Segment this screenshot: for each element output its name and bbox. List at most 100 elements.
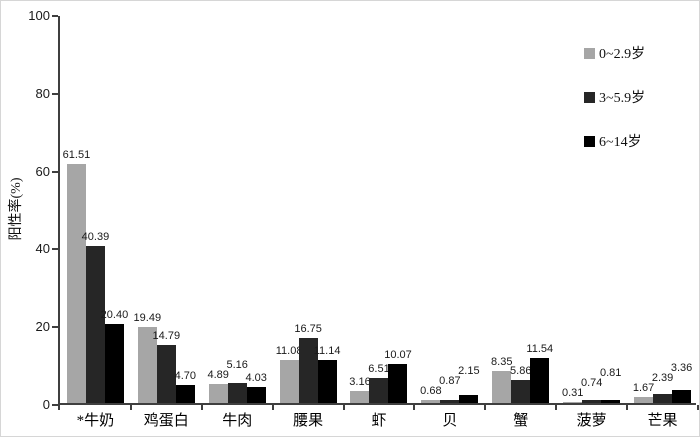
- bar: [511, 380, 531, 403]
- bar: [175, 384, 195, 403]
- legend-item: 6~14岁: [584, 133, 645, 150]
- bar-value-label: 3.36: [670, 361, 693, 374]
- bar: [388, 363, 408, 403]
- legend-item: 3~5.9岁: [584, 89, 646, 106]
- plot-area: 61.51 40.39 20.40 *牛奶 19.49 14.79 4.70 鸡蛋白 4.89 5…: [58, 16, 699, 429]
- bar-value-label: 20.40: [100, 308, 129, 321]
- bar-value-label: 5.16: [226, 358, 248, 371]
- x-tick: [129, 405, 132, 410]
- bar-value-label: 4.89: [207, 368, 229, 381]
- bar-value-label: 11.08: [275, 344, 303, 357]
- bar-value-label: 10.07: [384, 348, 412, 361]
- y-tick-label: 60: [35, 163, 50, 179]
- bar-group: 19.49 14.79 4.70 鸡蛋白: [131, 16, 202, 429]
- x-tick: [58, 405, 60, 410]
- bar: [440, 399, 460, 403]
- category-label: 蟹: [513, 413, 529, 429]
- bar: [672, 389, 692, 403]
- y-tick: [52, 404, 58, 406]
- bar: [530, 358, 550, 403]
- bar: [421, 400, 441, 403]
- bar-value-label: 0.68: [420, 385, 442, 398]
- bar-value-label: 16.75: [294, 322, 322, 335]
- bar-value-label: 6.51: [368, 362, 390, 375]
- bar: [369, 377, 389, 403]
- bar: [85, 245, 105, 403]
- x-tick: [271, 405, 274, 410]
- bar-group: 4.89 5.16 4.03 牛肉: [202, 16, 273, 429]
- y-tick: [52, 15, 58, 17]
- y-tick-label: 20: [35, 319, 50, 335]
- x-tick: [697, 405, 699, 410]
- bar: [634, 396, 654, 403]
- bar: [317, 359, 337, 403]
- bar: [459, 394, 479, 403]
- bar-value-label: 11.54: [526, 343, 554, 356]
- bar: [227, 382, 247, 403]
- legend-label: 6~14岁: [599, 135, 642, 150]
- bar-group: 11.08 16.75 11.14 腰果: [273, 16, 344, 429]
- bar-value-label: 4.70: [174, 369, 197, 382]
- category-label: 鸡蛋白: [143, 413, 189, 429]
- category-label: 芒果: [647, 413, 678, 429]
- y-tick-label: 80: [35, 85, 50, 101]
- bar-value-label: 0.87: [439, 375, 461, 388]
- bar: [582, 400, 602, 403]
- bar-value-label: 2.15: [458, 365, 480, 378]
- y-tick-label: 0: [42, 397, 50, 412]
- legend-swatch-icon: [584, 47, 595, 59]
- y-tick-label: 100: [28, 8, 50, 23]
- bar: [298, 337, 318, 403]
- bar: [66, 163, 86, 403]
- bar-value-label: 0.31: [561, 386, 584, 399]
- x-tick: [200, 405, 203, 410]
- y-tick: [52, 170, 58, 173]
- bar: [137, 327, 157, 403]
- bar-value-label: 8.35: [491, 355, 513, 368]
- legend-label: 0~2.9岁: [599, 47, 646, 62]
- bar-value-label: 19.49: [133, 312, 162, 325]
- bar-group: 1.67 2.39 3.36 芒果: [627, 16, 698, 429]
- bar-group: 3.16 6.51 10.07 虾: [344, 16, 415, 429]
- bar-group: 0.68 0.87 2.15 贝: [414, 16, 485, 429]
- bar-group: 61.51 40.39 20.40 *牛奶: [60, 16, 131, 429]
- bar-value-label: 0.74: [580, 376, 603, 389]
- legend: 0~2.9岁 3~5.9岁 6~14岁: [584, 45, 645, 177]
- bar: [104, 323, 124, 403]
- bar: [350, 390, 370, 403]
- y-axis-title: 阳性率(%): [9, 177, 24, 241]
- bar: [208, 383, 228, 403]
- x-tick: [626, 405, 629, 410]
- bar-value-label: 14.79: [152, 330, 181, 343]
- bar-group: 0.31 0.74 0.81 菠萝: [556, 16, 627, 429]
- legend-swatch-icon: [584, 91, 595, 103]
- bar-value-label: 61.51: [62, 148, 91, 161]
- category-label: 腰果: [293, 413, 324, 429]
- bar: [653, 393, 673, 403]
- x-tick: [484, 405, 487, 410]
- x-tick: [555, 405, 558, 410]
- category-label: 贝: [442, 413, 458, 429]
- bar: [246, 387, 266, 403]
- bar: [156, 345, 176, 403]
- category-label: 菠萝: [576, 413, 607, 429]
- category-label: 虾: [371, 413, 387, 429]
- y-tick: [52, 92, 58, 95]
- y-tick: [52, 326, 58, 329]
- x-tick: [413, 405, 416, 410]
- bar: [279, 359, 299, 403]
- category-label: 牛肉: [222, 413, 253, 429]
- bar-value-label: 11.14: [313, 344, 341, 357]
- category-label: *牛奶: [76, 413, 115, 429]
- bar-value-label: 2.39: [651, 371, 674, 384]
- y-tick-label: 40: [35, 241, 50, 257]
- bar-value-label: 40.39: [81, 230, 110, 243]
- bar-value-label: 4.03: [245, 372, 267, 385]
- bar-value-label: 5.86: [510, 365, 532, 378]
- legend-item: 0~2.9岁: [584, 45, 646, 62]
- legend-swatch-icon: [584, 135, 595, 147]
- legend-label: 3~5.9岁: [599, 91, 646, 106]
- bar-group: 8.35 5.86 11.54 蟹: [485, 16, 556, 429]
- bar: [601, 399, 621, 403]
